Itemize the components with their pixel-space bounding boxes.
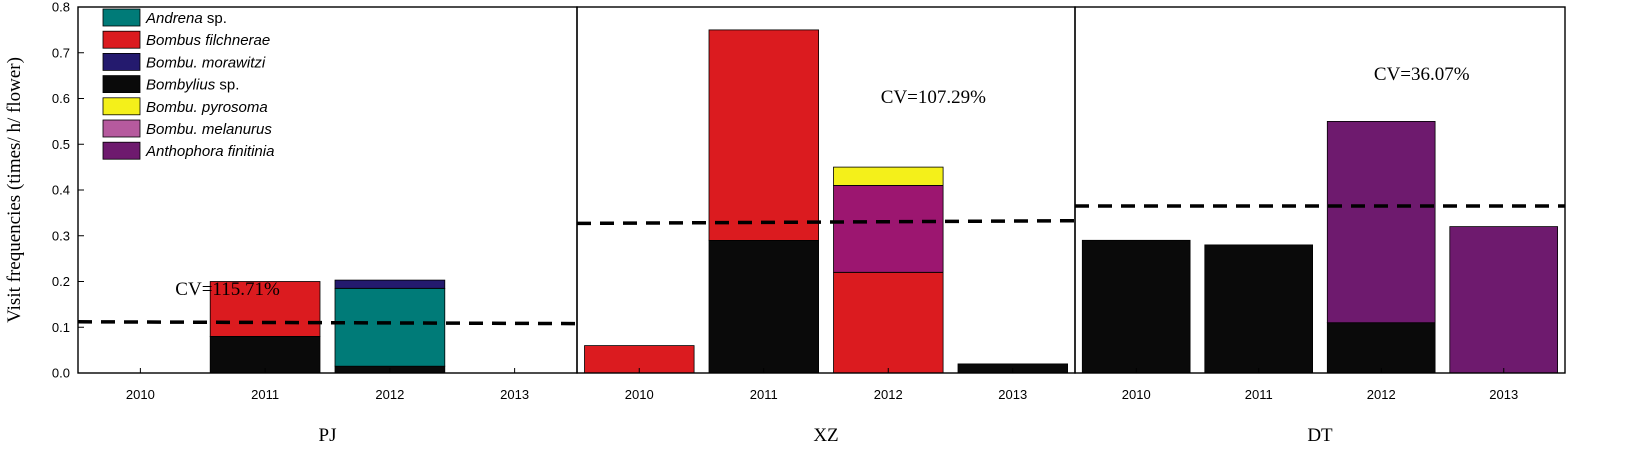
y-tick-label: 0.8 [52, 0, 70, 15]
x-tick-label: 2011 [251, 387, 279, 402]
cv-annotation: CV=107.29% [881, 87, 986, 108]
x-tick-label: 2011 [750, 387, 778, 402]
bar-segment-2011-filchnerae [209, 281, 321, 337]
bar-segment-2012-anthophora [1326, 121, 1436, 324]
x-tick-label: 2010 [625, 387, 654, 402]
x-tick-label: 2013 [1489, 387, 1518, 402]
bar-segment-2012-pyrosoma [833, 166, 944, 186]
x-tick-label: 2012 [1367, 387, 1396, 402]
x-tick-label: 2013 [998, 387, 1027, 402]
x-tick-label: 2013 [500, 387, 529, 402]
bar-segment-2012-filchnerae [833, 271, 944, 374]
legend-label-melanurus: Bombu. melanurus [146, 121, 272, 138]
y-tick-label: 0.5 [52, 137, 70, 152]
y-axis: 0.0 0.1 0.2 0.3 0.4 0.5 0.6 0.7 0.8 [52, 0, 84, 381]
legend-label-bombylius: Bombylius sp. [146, 77, 239, 94]
x-tick-label: 2011 [1245, 387, 1273, 402]
y-tick-label: 0.7 [52, 45, 70, 60]
x-tick-label: 2012 [874, 387, 903, 402]
bar-segment-2011-bombylius [1204, 244, 1314, 374]
legend-swatch-andrena [102, 8, 141, 27]
bar-segment-2012-morawitzi [334, 279, 446, 289]
legend-swatch-morawitzi [102, 53, 141, 71]
x-tick-label: 2010 [126, 387, 155, 402]
y-tick-label: 0.6 [52, 91, 70, 106]
legend-swatch-anthophora [102, 141, 141, 160]
panel-frame [576, 6, 1076, 374]
cv-annotation: CV=36.07% [1374, 64, 1470, 85]
panel-label: DT [1307, 425, 1333, 446]
panel-pj: 2010 2011 2012 2013 CV=115.71% PJ [77, 6, 578, 446]
cv-annotation: CV=115.71% [175, 279, 280, 300]
y-axis-label: Visit frequencies (times/ h/ flower) [4, 57, 25, 323]
x-tick-label: 2010 [1122, 387, 1151, 402]
mean-dashed-line [77, 320, 578, 326]
legend: Andrena sp. Bombus filchnerae Bombu. moraw… [102, 8, 274, 160]
panel-label: XZ [813, 425, 838, 446]
y-tick-label: 0.4 [52, 183, 70, 198]
panel-label: PJ [319, 425, 337, 446]
legend-swatch-pyrosoma [102, 97, 141, 116]
bar-segment-2011-filchnerae [708, 29, 819, 241]
bar-segment-2012-andrena [334, 287, 446, 367]
legend-swatch-filchnerae [102, 30, 141, 49]
bar-segment-2012-bombylius [1326, 322, 1436, 374]
legend-label-pyrosoma: Bombu. pyrosoma [146, 99, 268, 116]
y-tick-label: 0.0 [52, 366, 70, 381]
bar-segment-2011-bombylius [708, 239, 819, 374]
legend-label-andrena: Andrena sp. [145, 10, 227, 27]
panel-frame [1074, 6, 1566, 374]
legend-label-anthophora: Anthophora finitinia [145, 143, 274, 160]
legend-label-morawitzi: Bombu. morawitzi [146, 54, 266, 71]
y-tick-label: 0.2 [52, 274, 70, 289]
chart-panels: 2010 2011 2012 2013 CV=115.71% PJ 2010 2011 2012… [52, 0, 1566, 446]
panel-dt: 2010 2011 2012 2013 CV=36.07% DT [1074, 6, 1566, 446]
panel-xz: 2010 2011 2012 2013 CV=107.29% XZ [576, 6, 1076, 446]
bar-segment-2013-anthophora [1449, 226, 1559, 374]
x-tick-label: 2012 [375, 387, 404, 402]
bar-segment-2012-melanurus [833, 184, 944, 273]
bar-segment-2010-bombylius [1081, 239, 1191, 374]
y-tick-label: 0.1 [52, 320, 70, 335]
legend-label-filchnerae: Bombus filchnerae [146, 32, 270, 49]
legend-swatch-bombylius [102, 75, 141, 93]
bar-segment-2011-bombylius [209, 335, 321, 374]
y-tick-label: 0.3 [52, 228, 70, 243]
mean-dashed-line [576, 218, 1076, 226]
legend-swatch-melanurus [102, 119, 141, 138]
